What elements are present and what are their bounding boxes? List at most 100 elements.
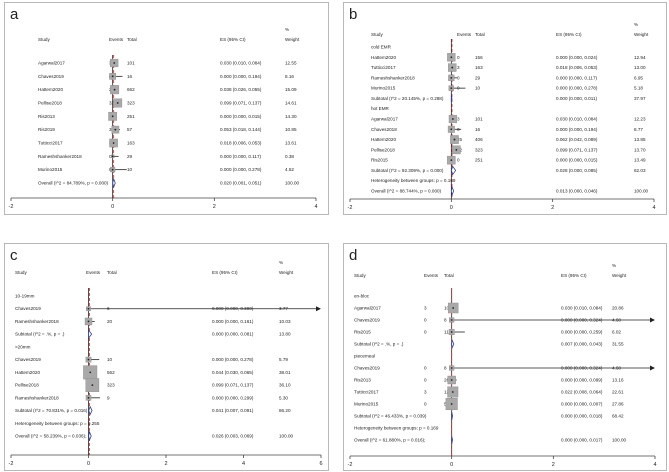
ci-arrow-marker	[650, 365, 655, 371]
effect-size-ci: 0.000 (0.000, 0.018)	[561, 414, 603, 419]
weight-percent: 14.30	[285, 114, 297, 119]
weight-percent: 62.03	[634, 168, 646, 173]
study-total: 16	[127, 74, 133, 79]
x-axis-tick-label: 0	[111, 204, 114, 210]
panel-label: d	[349, 247, 358, 264]
study-events: 3	[424, 306, 427, 311]
weight-percent: 86.20	[279, 408, 291, 413]
study-events: 0	[109, 154, 112, 159]
study-events: 0	[457, 158, 460, 163]
study-events: 0	[424, 366, 427, 371]
study-total: 10	[107, 357, 113, 362]
header-events: Events	[86, 270, 101, 275]
study-label: Chaves2019	[15, 357, 41, 362]
header-percent: %	[285, 27, 289, 32]
point-estimate	[452, 307, 455, 309]
point-estimate	[450, 87, 453, 90]
x-axis-tick-label: 4	[242, 461, 245, 467]
x-axis-tick-label: -2	[9, 461, 14, 467]
study-label: Hattem2020	[371, 137, 396, 142]
weight-percent: 20.86	[612, 306, 624, 311]
study-total: 16	[475, 127, 481, 132]
x-axis-tick-label: -2	[9, 204, 14, 210]
weight-percent: 13.49	[634, 158, 646, 163]
study-label: Hattem2020	[38, 87, 63, 92]
weight-percent: 10.03	[279, 319, 291, 324]
weight-percent: 5.18	[634, 86, 643, 91]
point-estimate	[89, 371, 92, 374]
study-events: 3	[109, 127, 112, 132]
study-events: 3	[457, 65, 460, 70]
weight-percent: 8.77	[634, 127, 643, 132]
effect-size-ci: 0.000 (0.000, 0.194)	[220, 74, 262, 79]
weight-percent: 8.16	[285, 74, 294, 79]
point-estimate	[451, 391, 454, 393]
effect-size-ci: 0.013 (0.000, 0.046)	[556, 189, 598, 194]
subgroup-heading: hot EMR	[371, 106, 390, 111]
point-estimate	[451, 118, 454, 120]
point-estimate	[87, 320, 90, 323]
header-study: Study	[371, 32, 383, 37]
subtotal-label: Subtotal (I^2 = 92.309%, p = 0.000)	[371, 168, 444, 173]
study-events: 3	[457, 117, 460, 122]
study-total: 406	[475, 137, 483, 142]
study-label: Chaves2018	[371, 127, 397, 132]
effect-size-ci: 0.099 (0.071, 0.137)	[220, 101, 262, 106]
ci-arrow-marker	[650, 317, 655, 323]
overall-label: Overall (I^2 = 58.239%, p = 0.036);	[15, 434, 86, 439]
point-estimate	[450, 76, 453, 79]
header-events: Events	[109, 37, 124, 42]
point-estimate	[87, 307, 90, 310]
point-estimate	[114, 128, 117, 131]
header-study: Study	[354, 273, 366, 278]
heterogeneity-note: Heterogeneity between groups: p = 0.169	[354, 426, 439, 431]
heterogeneity-note: Heterogeneity between groups: p = 0.169	[371, 178, 456, 183]
study-total: 163	[127, 141, 135, 146]
point-estimate	[113, 62, 116, 64]
effect-size-ci: 0.041 (0.007, 0.091)	[212, 408, 254, 413]
weight-percent: 13.70	[634, 147, 646, 152]
forest-plot-svg: % Study Events Total ES (95% CI) Weight -2 0 2 4 A…	[9, 27, 318, 210]
point-estimate	[450, 367, 453, 369]
study-label: Tutticci2017	[38, 141, 63, 146]
study-total: 562	[107, 370, 115, 375]
subtotal-label: Subtotal (I^2 = 70.831%, p = 0.016)	[15, 408, 88, 413]
effect-size-ci: 0.044 (0.030, 0.065)	[212, 370, 254, 375]
subgroup-heading: cold EMR	[371, 45, 392, 50]
study-total: 29	[127, 154, 133, 159]
weight-percent: 6.02	[612, 330, 621, 335]
subtotal-label: Subtotal (I^2 = 46.433%, p = 0.039)	[354, 414, 427, 419]
header-percent: %	[634, 22, 638, 27]
header-study: Study	[38, 37, 50, 42]
weight-percent: 12.94	[634, 55, 646, 60]
weight-percent: 100.00	[279, 434, 293, 439]
effect-size-ci: 0.018 (0.006, 0.053)	[220, 141, 262, 146]
effect-size-ci: 0.099 (0.071, 0.137)	[556, 147, 598, 152]
point-estimate	[455, 148, 458, 151]
x-axis-tick-label: 0	[87, 461, 90, 467]
point-estimate	[112, 142, 115, 144]
x-axis-tick-label: 2	[213, 204, 216, 210]
point-estimate	[451, 66, 454, 69]
study-label: Pellise2018	[371, 147, 395, 152]
forest-plot-svg: % Study Events Total ES (95% CI) Weight -2 0 2 4 e…	[348, 263, 657, 468]
effect-size-ci: 0.030 (0.010, 0.084)	[556, 117, 598, 122]
header-events: Events	[424, 273, 439, 278]
x-axis-tick-label: 4	[653, 462, 656, 468]
effect-size-ci: 0.000 (0.000, 0.017)	[561, 438, 603, 443]
study-events: 0	[424, 402, 427, 407]
study-label: Rameshshanker2018	[38, 154, 82, 159]
weight-percent: 38.01	[279, 370, 291, 375]
effect-size-ci: 0.020 (0.001, 0.051)	[220, 181, 262, 186]
weight-percent: 68.42	[612, 414, 624, 419]
x-axis-tick-label: 2	[164, 461, 167, 467]
weight-percent: 4.68	[612, 318, 621, 323]
study-total: 20	[107, 319, 113, 324]
study-total: 29	[475, 75, 481, 80]
weight-percent: 13.85	[634, 137, 646, 142]
effect-size-ci: 0.099 (0.071, 0.137)	[212, 383, 254, 388]
effect-size-ci: 0.000 (0.000, 0.390)	[212, 306, 254, 311]
subgroup-heading: >20mm	[15, 344, 31, 349]
overall-label: Overall (I^2 = 61.880%, p = 0.016);	[354, 438, 425, 443]
study-label: Rameshshanker2018	[371, 75, 415, 80]
